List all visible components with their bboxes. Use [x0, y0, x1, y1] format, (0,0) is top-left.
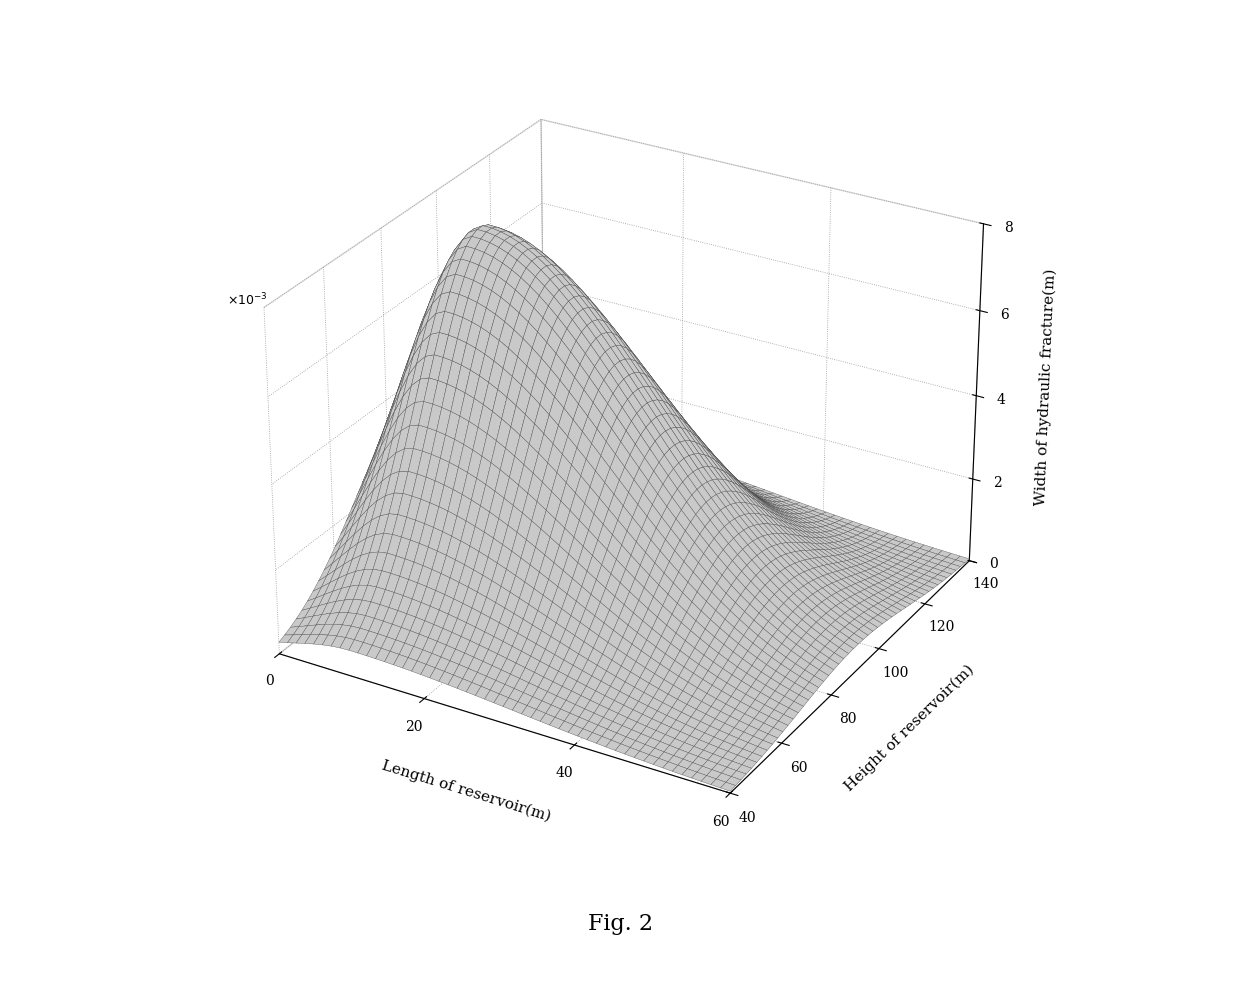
Text: $\times10^{-3}$: $\times10^{-3}$ — [227, 292, 268, 309]
X-axis label: Length of reservoir(m): Length of reservoir(m) — [379, 759, 552, 824]
Y-axis label: Height of reservoir(m): Height of reservoir(m) — [842, 662, 977, 793]
Text: Fig. 2: Fig. 2 — [588, 913, 652, 935]
